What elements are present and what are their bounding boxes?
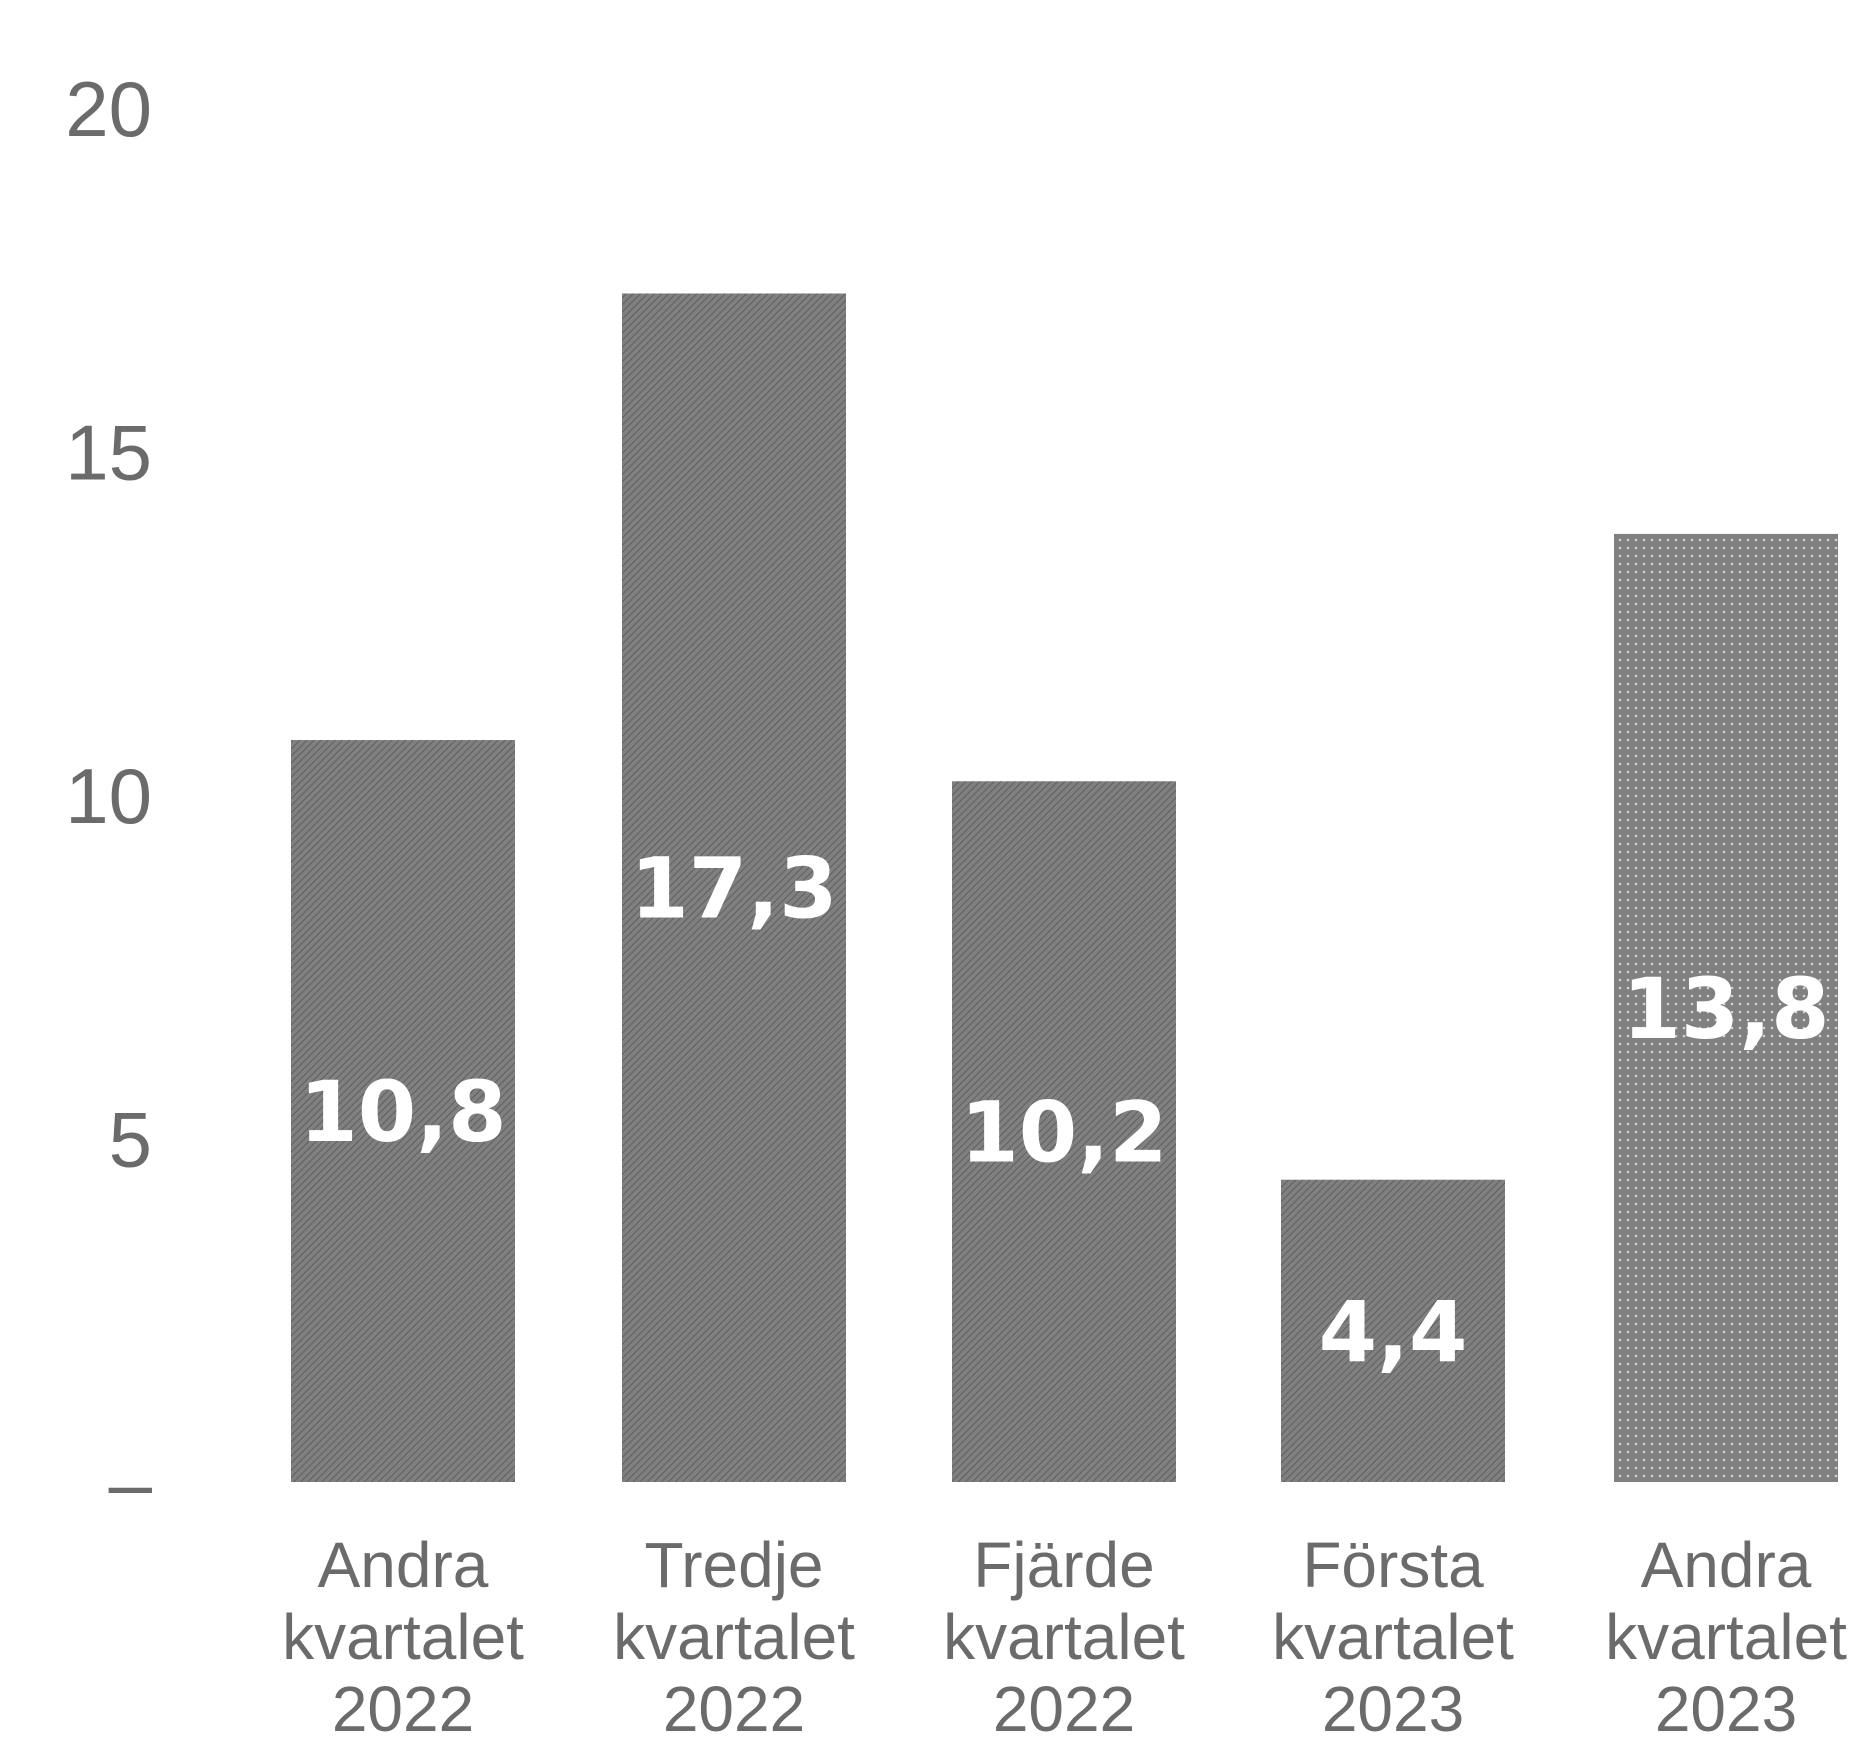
x-tick-label: Tredje kvartalet 2022 <box>613 1529 855 1740</box>
y-tick-label: 20 <box>65 65 152 153</box>
x-tick-label: Fjärde kvartalet 2022 <box>943 1529 1185 1740</box>
bar <box>1281 1179 1505 1482</box>
x-axis: Andra kvartalet 2022 Tredje kvartalet 2022 Fjä… <box>282 1529 1847 1740</box>
bar <box>1614 533 1838 1482</box>
bars <box>291 293 1838 1482</box>
y-tick-label: 10 <box>65 752 152 840</box>
bar <box>622 293 846 1482</box>
data-label: 13,8 <box>1622 960 1829 1058</box>
x-tick-label: Första kvartalet 2023 <box>1272 1529 1514 1740</box>
value-labels: 10,8 17,3 10,2 4,4 13,8 <box>299 840 1829 1381</box>
y-tick-label: 15 <box>65 409 152 497</box>
x-tick-label: Andra kvartalet 2022 <box>282 1529 524 1740</box>
y-axis: – 5 10 15 20 <box>65 65 152 1527</box>
y-tick-label: 5 <box>109 1096 152 1184</box>
bar <box>291 740 515 1482</box>
bar <box>952 781 1176 1482</box>
data-label: 10,2 <box>960 1084 1167 1182</box>
data-label: 4,4 <box>1319 1283 1468 1381</box>
data-label: 10,8 <box>299 1063 506 1161</box>
x-tick-label: Andra kvartalet 2023 <box>1605 1529 1847 1740</box>
y-tick-label: – <box>109 1439 153 1527</box>
data-label: 17,3 <box>630 840 837 938</box>
